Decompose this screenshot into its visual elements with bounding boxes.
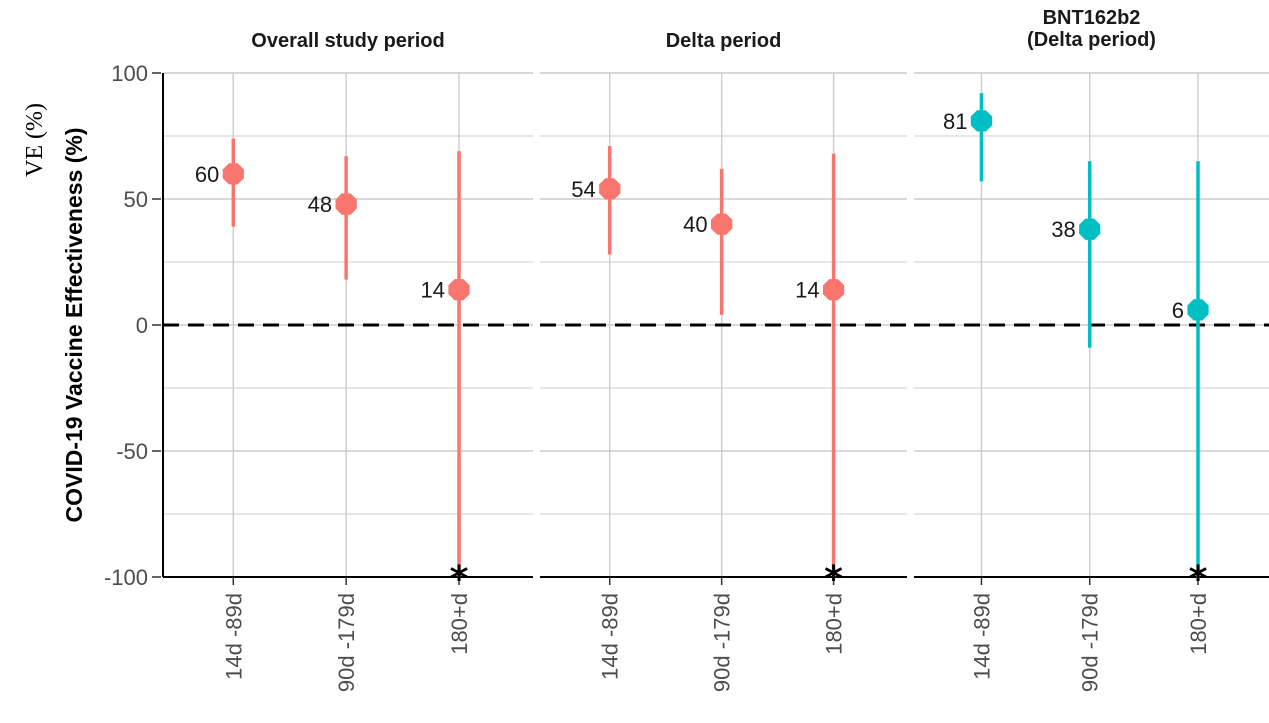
data-label: 54 [571, 177, 595, 202]
point-estimate [1187, 299, 1209, 321]
facet-panel: Delta period 14d -89d 90d -179d 180+d 54 40 14… [540, 30, 907, 692]
x-tick-label: 90d -179d [710, 593, 735, 692]
y-tick-label: -100 [104, 565, 148, 590]
point-estimate [448, 279, 470, 301]
facet-panel: Overall study period 14d -89d 90d -179d 180… [162, 30, 533, 692]
facet-title-line: Delta period [666, 30, 782, 52]
facet-title: Overall study period [251, 30, 444, 52]
data-label: 60 [195, 162, 219, 187]
point-estimate [335, 193, 357, 215]
truncation-marker: * [450, 559, 469, 600]
point-estimate [1079, 218, 1101, 240]
x-tick-label: 90d -179d [1078, 593, 1103, 692]
y-tick-label: -50 [116, 439, 148, 464]
facet-title-line: (Delta period) [1027, 29, 1156, 51]
x-tick-label: 14d -89d [598, 593, 623, 680]
facet-panel: BNT162b2 (Delta period) 14d -89d 90d -179d 1… [914, 7, 1269, 692]
data-label: 48 [308, 192, 332, 217]
facet-title: BNT162b2 (Delta period) [1027, 7, 1156, 51]
truncation-marker: * [1189, 559, 1208, 600]
point-estimate [823, 279, 845, 301]
data-label: 38 [1051, 217, 1075, 242]
y-tick-label: 0 [136, 313, 148, 338]
facet-title-line: Overall study period [251, 30, 444, 52]
y-axis-title: COVID-19 Vaccine Effectiveness (%) [61, 128, 87, 523]
data-label: 81 [943, 109, 967, 134]
data-label: 6 [1172, 298, 1184, 323]
x-tick-label: 14d -89d [969, 593, 994, 680]
point-estimate [711, 213, 733, 235]
outer-y-axis-label: VE (%) [22, 103, 48, 177]
x-tick-label: 180+d [1186, 593, 1211, 655]
point-estimate [222, 163, 244, 185]
plot-area: -100 -50 0 50 100 Overall study period 14d -89… [104, 7, 1269, 692]
x-tick-label: 90d -179d [334, 593, 359, 692]
data-label: 14 [795, 278, 819, 303]
point-estimate [970, 110, 993, 132]
data-label: 40 [683, 212, 707, 237]
x-tick-label: 180+d [447, 593, 472, 655]
point-estimate [599, 178, 621, 200]
x-tick-label: 180+d [822, 593, 847, 655]
data-label: 14 [421, 278, 445, 303]
truncation-marker: * [824, 559, 843, 600]
facet-title: Delta period [666, 30, 782, 52]
facet-title-line: BNT162b2 [1043, 7, 1141, 29]
y-tick-label: 50 [124, 187, 148, 212]
y-tick-label: 100 [111, 61, 148, 86]
x-tick-label: 14d -89d [221, 593, 246, 680]
